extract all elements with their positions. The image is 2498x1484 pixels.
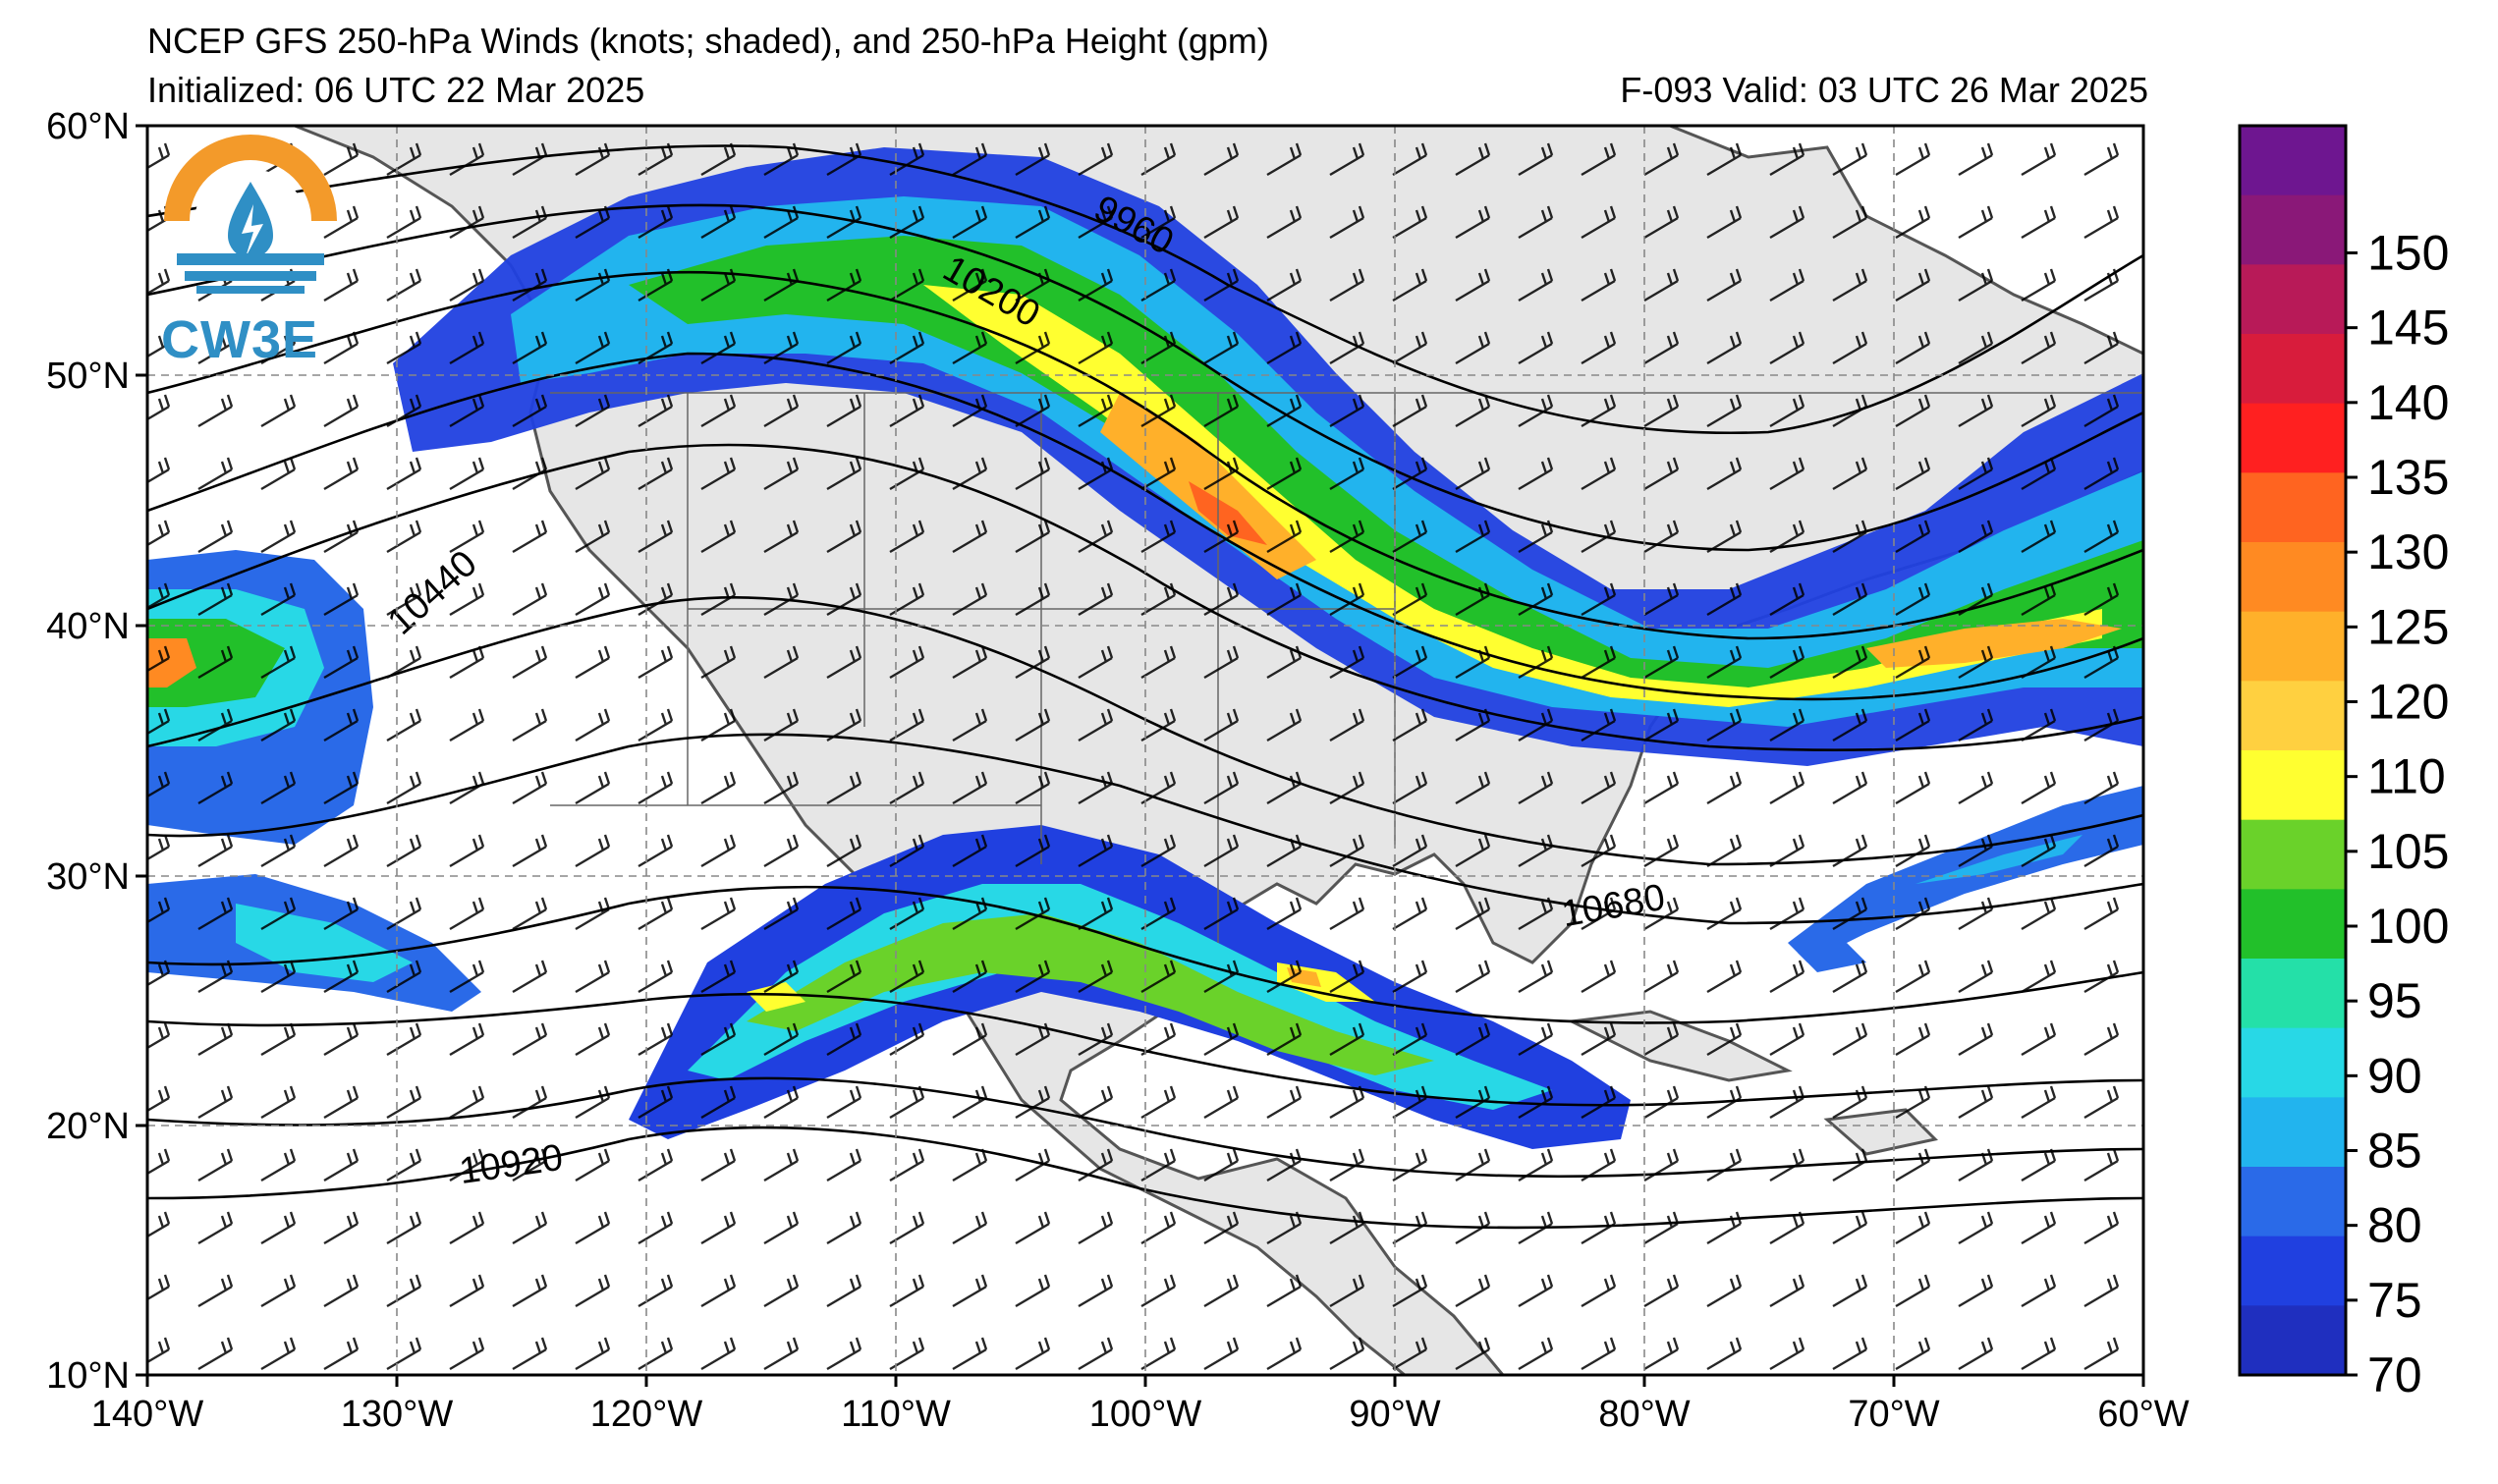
colorbar-label: 145: [2367, 301, 2449, 356]
lon-label: 70°W: [1848, 1394, 1939, 1435]
colorbar-label: 75: [2367, 1273, 2422, 1328]
lon-label: 130°W: [341, 1394, 454, 1435]
lat-label: 40°N: [46, 606, 130, 647]
lat-label: 50°N: [46, 356, 130, 397]
latitude-labels: 60°N 50°N 40°N 30°N 20°N 10°N: [46, 106, 130, 1397]
colorbar-label: 110: [2367, 749, 2446, 804]
colorbar-segment: [2240, 889, 2346, 960]
colorbar-segment: [2240, 403, 2346, 473]
colorbar-label: 90: [2367, 1048, 2422, 1103]
colorbar-segment: [2240, 542, 2346, 613]
colorbar-label: 95: [2367, 973, 2422, 1028]
colorbar-label: 100: [2367, 899, 2449, 954]
colorbar-segment: [2240, 1305, 2346, 1376]
lat-label: 60°N: [46, 106, 130, 147]
colorbar-segment: [2240, 611, 2346, 682]
map-title: NCEP GFS 250-hPa Winds (knots; shaded), …: [147, 21, 1269, 61]
colorbar-segment: [2240, 959, 2346, 1029]
colorbar-segment: [2240, 126, 2346, 196]
colorbar-label: 135: [2367, 450, 2449, 505]
lon-label: 140°W: [91, 1394, 204, 1435]
lon-label: 80°W: [1598, 1394, 1690, 1435]
colorbar-label: 85: [2367, 1123, 2422, 1178]
lat-label: 30°N: [46, 856, 130, 898]
axis-ticks: [136, 124, 2145, 1387]
cw3e-logo-icon: [164, 135, 337, 294]
colorbar-label: 80: [2367, 1198, 2422, 1253]
colorbar-segment: [2240, 1097, 2346, 1168]
logo-text: CW3E: [161, 310, 319, 369]
longitude-labels: 140°W 130°W 120°W 110°W 100°W 90°W 80°W …: [91, 1394, 2190, 1435]
colorbar-segment: [2240, 1236, 2346, 1306]
colorbar-segment: [2240, 472, 2346, 543]
graticule: [147, 126, 2143, 1375]
colorbar-labels: 70 75 80 85 90 95 100 105 110 120 125 130 135 140 145 1…: [2367, 225, 2449, 1402]
colorbar-segment: [2240, 264, 2346, 335]
colorbar-label: 105: [2367, 824, 2449, 879]
colorbar-label: 125: [2367, 599, 2449, 654]
wind-speed-colorbar: [2238, 124, 2358, 1377]
lon-label: 100°W: [1089, 1394, 1202, 1435]
colorbar-segment: [2240, 681, 2346, 751]
lat-label: 10°N: [46, 1355, 130, 1397]
height-contours: [147, 144, 2143, 1230]
colorbar-segment: [2240, 334, 2346, 405]
colorbar-label: 130: [2367, 524, 2449, 579]
colorbar-segment: [2240, 1027, 2346, 1098]
lon-label: 90°W: [1349, 1394, 1440, 1435]
colorbar-label: 140: [2367, 375, 2449, 430]
colorbar-segment: [2240, 194, 2346, 265]
colorbar-segment: [2240, 819, 2346, 890]
lat-label: 20°N: [46, 1106, 130, 1147]
lon-label: 60°W: [2097, 1394, 2189, 1435]
colorbar-label: 120: [2367, 674, 2449, 729]
init-time: Initialized: 06 UTC 22 Mar 2025: [147, 70, 645, 110]
lon-label: 120°W: [590, 1394, 703, 1435]
colorbar-frame: [2238, 124, 2348, 1377]
colorbar-segment: [2240, 1167, 2346, 1237]
colorbar-segment: [2240, 750, 2346, 821]
lon-label: 110°W: [841, 1394, 951, 1435]
colorbar-label: 150: [2367, 225, 2449, 280]
colorbar-label: 70: [2367, 1347, 2422, 1402]
cw3e-logo: CW3E: [157, 128, 344, 373]
valid-time: F-093 Valid: 03 UTC 26 Mar 2025: [1620, 70, 2148, 110]
